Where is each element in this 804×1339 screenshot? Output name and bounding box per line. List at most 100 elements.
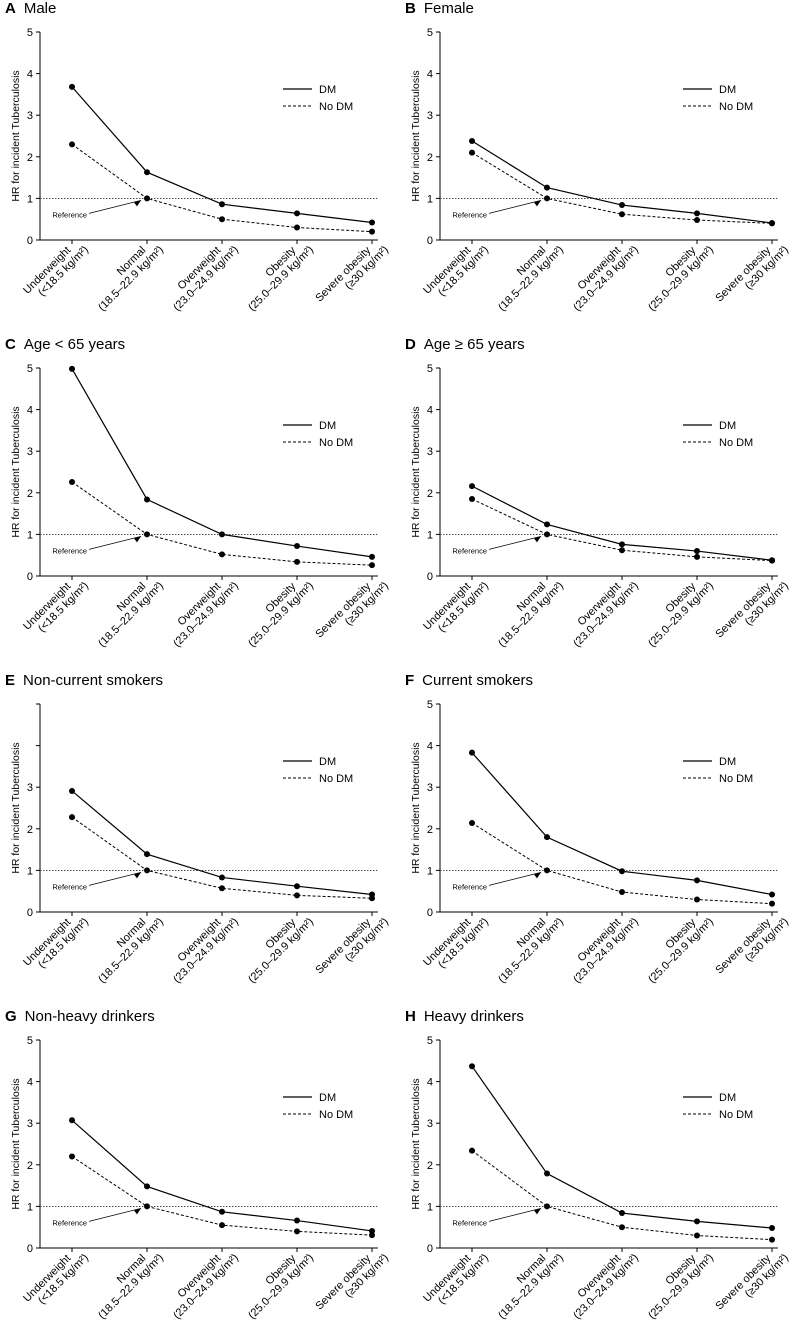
no-dm-point (294, 892, 300, 899)
y-tick-label: 0 (427, 571, 433, 583)
no-dm-point (219, 885, 225, 892)
reference-arrow-head (534, 200, 541, 207)
y-tick-label: 2 (27, 488, 33, 500)
y-axis-label: HR for incident Tuberculosis (10, 1078, 22, 1209)
reference-label: Reference (52, 1218, 87, 1227)
dm-point (469, 137, 475, 144)
panel-title-text: Current smokers (422, 672, 534, 689)
series-no-dm-line (471, 498, 773, 562)
no-dm-point (294, 1228, 300, 1235)
y-tick-label: 2 (427, 824, 433, 836)
x-tick-label: Severe obesity(≥30 kg/m²) (713, 916, 791, 977)
legend-no-dm-label: No DM (719, 1109, 753, 1121)
x-tick-label: Normal(18.5–22.9 kg/m²) (96, 244, 166, 314)
no-dm-point (69, 478, 75, 485)
no-dm-point (769, 220, 775, 227)
no-dm-point (469, 819, 475, 826)
no-dm-point (144, 531, 150, 538)
y-tick-label: 3 (427, 782, 433, 794)
y-axis-label: HR for incident Tuberculosis (10, 70, 22, 201)
reference-label: Reference (452, 546, 487, 555)
y-tick-label: 4 (27, 1077, 33, 1089)
y-tick-label: 4 (27, 405, 33, 417)
reference-label: Reference (452, 882, 487, 891)
panel-title: D Age ≥ 65 years (405, 336, 525, 353)
panel-title-text: Male (23, 0, 57, 17)
x-tick-label: Severe obesity(≥30 kg/m²) (713, 244, 791, 305)
y-tick-label: 0 (27, 907, 33, 919)
legend-no-dm-label: No DM (719, 437, 753, 449)
legend-dm-label: DM (719, 84, 736, 96)
dm-point (69, 1117, 75, 1124)
panel-title-text: Non-current smokers (23, 672, 164, 689)
reference-arrow (488, 536, 542, 550)
series-dm-line (71, 368, 373, 558)
reference-arrow-head (534, 1208, 541, 1215)
dm-point (369, 219, 375, 226)
no-dm-point (619, 889, 625, 896)
legend-dm-label: DM (719, 1092, 736, 1104)
x-tick-label: Overweight(23.0–24.9 kg/m²) (571, 1252, 641, 1322)
dm-point (694, 1218, 700, 1225)
panel-title-text: Age ≥ 65 years (423, 336, 525, 353)
series-dm-line (471, 1065, 773, 1229)
y-tick-label: 1 (427, 529, 433, 541)
reference-arrow (488, 1208, 542, 1222)
y-tick-label: 4 (27, 69, 33, 81)
no-dm-point (294, 558, 300, 565)
x-tick-label: Obesity(25.0–29.9 kg/m²) (246, 580, 316, 650)
no-dm-point (369, 1232, 375, 1239)
y-tick-label: 3 (27, 446, 33, 458)
y-tick-label: 5 (27, 1035, 33, 1047)
y-tick-label: 5 (427, 27, 433, 39)
x-tick-label: Severe obesity(≥30 kg/m²) (313, 1252, 391, 1313)
y-tick-label: 5 (427, 363, 433, 375)
y-tick-label: 2 (427, 488, 433, 500)
no-dm-point (544, 1203, 550, 1210)
x-tick-label: Obesity(25.0–29.9 kg/m²) (646, 916, 716, 986)
panel-F: F Current smokers 0 1 2 3 4 5 Underweight (<18.5… (400, 672, 800, 1002)
y-tick-label: 3 (27, 782, 33, 794)
y-tick-label: 1 (27, 1201, 33, 1213)
no-dm-point (694, 1232, 700, 1239)
y-tick-label: 2 (27, 1160, 33, 1172)
x-tick-label: Severe obesity(≥30 kg/m²) (313, 244, 391, 305)
y-tick-label: 5 (27, 27, 33, 39)
dm-point (69, 83, 75, 90)
no-dm-point (694, 553, 700, 560)
panel-C: C Age < 65 years 0 1 2 3 4 5 Underweight (<18.5 … (0, 336, 400, 666)
y-tick-label: 2 (427, 152, 433, 164)
x-tick-label: Overweight(23.0–24.9 kg/m²) (171, 244, 241, 314)
y-axis-label: HR for incident Tuberculosis (410, 742, 422, 873)
no-dm-point (219, 1222, 225, 1229)
y-tick-label: 1 (427, 1201, 433, 1213)
y-tick-label: 3 (27, 110, 33, 122)
reference-arrow (88, 536, 142, 550)
legend-no-dm-label: No DM (719, 773, 753, 785)
dm-point (619, 868, 625, 875)
reference-arrow (488, 872, 542, 886)
panel-letter: F (405, 672, 415, 689)
y-tick-label: 3 (427, 446, 433, 458)
dm-point (219, 874, 225, 881)
y-tick-label: 0 (427, 1243, 433, 1255)
legend-no-dm-label: No DM (319, 1109, 353, 1121)
no-dm-point (69, 1153, 75, 1160)
reference-arrow-head (134, 872, 141, 879)
legend-no-dm-label: No DM (319, 437, 353, 449)
y-tick-label: 0 (27, 571, 33, 583)
no-dm-point (769, 1236, 775, 1243)
y-axis-label: HR for incident Tuberculosis (410, 1078, 422, 1209)
dm-point (144, 1183, 150, 1190)
series-no-dm-line (71, 481, 373, 566)
y-tick-label: 2 (27, 152, 33, 164)
dm-point (144, 496, 150, 503)
reference-label: Reference (452, 210, 487, 219)
legend-dm-label: DM (319, 420, 336, 432)
series-dm-line (471, 140, 773, 224)
dm-point (694, 210, 700, 217)
panel-title: H Heavy drinkers (405, 1008, 524, 1025)
